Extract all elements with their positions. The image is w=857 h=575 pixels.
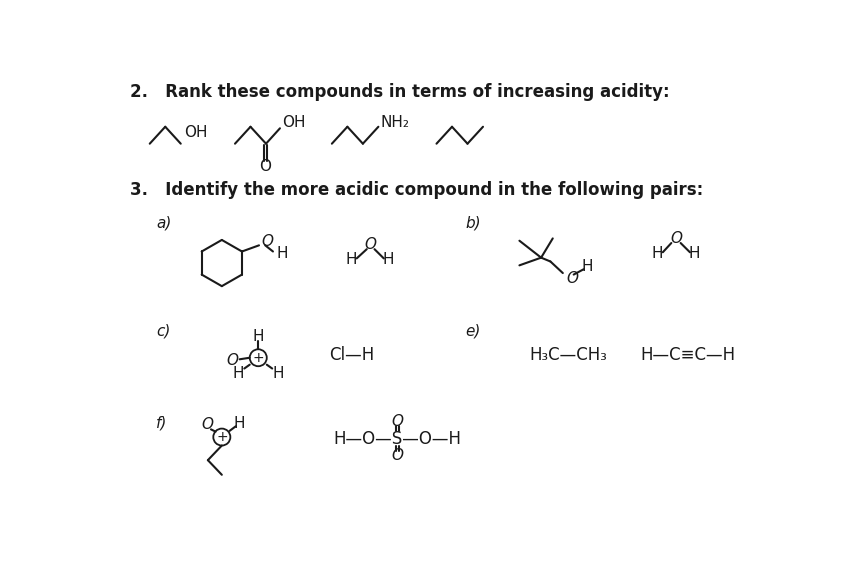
Text: H: H	[689, 246, 700, 261]
Text: +: +	[216, 430, 228, 444]
Text: O: O	[259, 159, 271, 174]
Text: H: H	[273, 366, 285, 381]
Text: +: +	[253, 351, 264, 365]
Text: Cl—H: Cl—H	[328, 347, 374, 365]
Text: H: H	[582, 259, 593, 274]
Text: H: H	[277, 246, 288, 260]
Text: b): b)	[465, 215, 481, 231]
Text: e): e)	[465, 323, 481, 338]
Text: H: H	[233, 416, 244, 431]
Text: NH₂: NH₂	[381, 114, 410, 129]
Text: O: O	[392, 448, 404, 463]
Text: H: H	[253, 329, 264, 344]
Text: O: O	[202, 417, 214, 432]
Text: O: O	[261, 234, 273, 249]
Text: f): f)	[156, 416, 167, 431]
Text: H—C≡C—H: H—C≡C—H	[641, 347, 736, 365]
Text: H: H	[383, 252, 394, 267]
Text: H—O—S—O—H: H—O—S—O—H	[333, 430, 462, 447]
Text: OH: OH	[184, 125, 207, 140]
Text: O: O	[566, 271, 578, 286]
Text: c): c)	[156, 323, 171, 338]
Text: OH: OH	[282, 116, 306, 131]
Text: H₃C—CH₃: H₃C—CH₃	[530, 347, 608, 365]
Text: a): a)	[156, 215, 171, 231]
Text: 3.   Identify the more acidic compound in the following pairs:: 3. Identify the more acidic compound in …	[130, 181, 704, 198]
Text: H: H	[651, 246, 663, 261]
Text: H: H	[232, 366, 244, 381]
Text: O: O	[364, 237, 376, 252]
Text: O: O	[226, 353, 238, 369]
Text: H: H	[345, 252, 357, 267]
Text: O: O	[392, 414, 404, 429]
Text: O: O	[670, 231, 682, 246]
Text: 2.   Rank these compounds in terms of increasing acidity:: 2. Rank these compounds in terms of incr…	[130, 83, 670, 101]
